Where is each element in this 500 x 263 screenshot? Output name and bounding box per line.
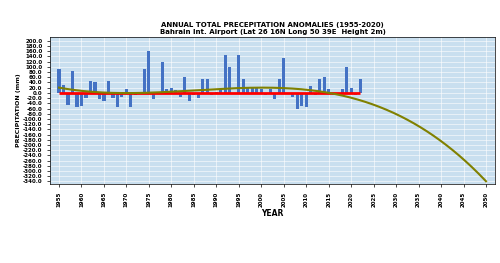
- Bar: [296, 93, 299, 109]
- Bar: [340, 89, 344, 93]
- Bar: [250, 88, 254, 93]
- Bar: [237, 55, 240, 93]
- Title: ANNUAL TOTAL PRECEPITATION ANOMALIES (1955-2020)
Bahrain Int. Airport (Lat 26 16: ANNUAL TOTAL PRECEPITATION ANOMALIES (19…: [160, 22, 386, 35]
- Bar: [314, 93, 317, 95]
- Bar: [291, 93, 294, 97]
- Bar: [156, 92, 160, 93]
- Bar: [152, 93, 155, 99]
- Bar: [89, 81, 92, 93]
- Bar: [174, 90, 178, 93]
- Bar: [264, 93, 268, 95]
- Bar: [188, 93, 191, 101]
- Bar: [197, 93, 200, 98]
- Bar: [202, 79, 204, 93]
- Bar: [138, 92, 141, 93]
- Bar: [66, 93, 70, 105]
- Bar: [166, 89, 168, 93]
- Bar: [80, 93, 83, 106]
- Bar: [76, 93, 78, 107]
- Bar: [242, 79, 245, 93]
- Y-axis label: PRECIPITATION (mm): PRECIPITATION (mm): [16, 74, 21, 147]
- Bar: [354, 93, 357, 95]
- Bar: [246, 88, 250, 93]
- Bar: [228, 67, 232, 93]
- Bar: [322, 77, 326, 93]
- Bar: [358, 79, 362, 93]
- Bar: [210, 93, 214, 95]
- Bar: [336, 93, 340, 95]
- Bar: [134, 93, 137, 95]
- Bar: [84, 93, 87, 98]
- Bar: [232, 93, 236, 94]
- Bar: [309, 86, 312, 93]
- Bar: [62, 85, 65, 93]
- Bar: [318, 79, 322, 93]
- Bar: [116, 93, 119, 107]
- Bar: [107, 81, 110, 93]
- Bar: [327, 89, 330, 93]
- Bar: [120, 93, 124, 97]
- Bar: [184, 77, 186, 93]
- Bar: [143, 69, 146, 93]
- Bar: [179, 93, 182, 97]
- Bar: [300, 93, 304, 106]
- X-axis label: YEAR: YEAR: [262, 209, 283, 218]
- Bar: [255, 88, 258, 93]
- Bar: [58, 69, 60, 93]
- Bar: [268, 89, 272, 93]
- Bar: [192, 93, 196, 95]
- Bar: [130, 93, 132, 107]
- Bar: [112, 93, 114, 98]
- Bar: [345, 67, 348, 93]
- Bar: [350, 88, 352, 93]
- Bar: [71, 71, 74, 93]
- Bar: [304, 93, 308, 107]
- Bar: [125, 89, 128, 93]
- Bar: [219, 90, 222, 93]
- Bar: [224, 55, 227, 93]
- Bar: [282, 58, 286, 93]
- Bar: [94, 82, 96, 93]
- Bar: [170, 88, 173, 93]
- Bar: [286, 93, 290, 94]
- Bar: [161, 62, 164, 93]
- Bar: [98, 93, 101, 99]
- Bar: [278, 79, 281, 93]
- Bar: [148, 51, 150, 93]
- Bar: [273, 93, 276, 99]
- Bar: [260, 89, 263, 93]
- Bar: [214, 92, 218, 93]
- Bar: [206, 79, 209, 93]
- Bar: [332, 93, 335, 95]
- Bar: [102, 93, 106, 101]
